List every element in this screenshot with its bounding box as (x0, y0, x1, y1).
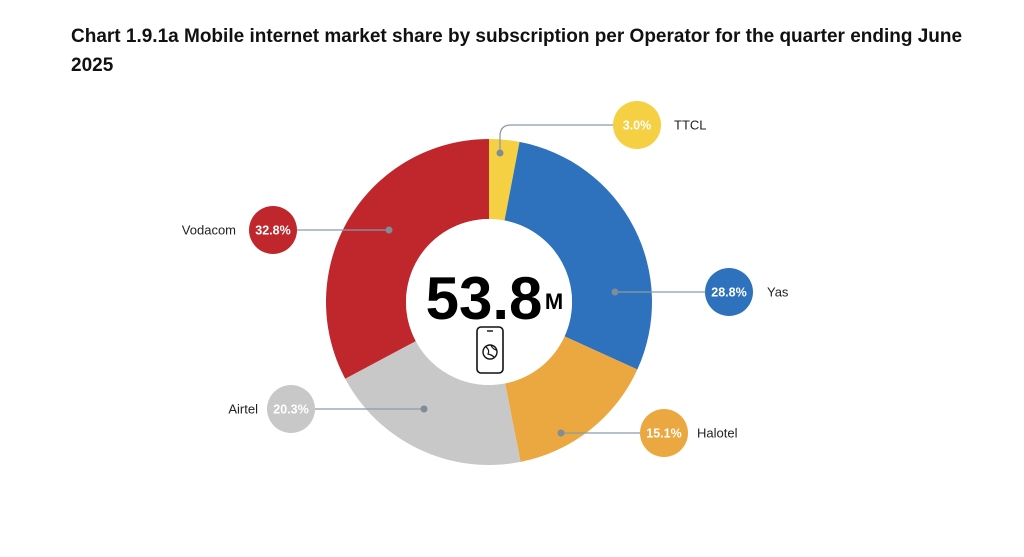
category-label-ttcl: TTCL (674, 118, 707, 133)
leader-line-ttcl (499, 124, 613, 153)
donut-hole (406, 219, 572, 385)
callouts: 3.0% TTCL 28.8% Yas 15.1% Halotel 20.3% Airtel 3… (182, 101, 789, 457)
value-bubble-halotel (640, 409, 688, 457)
center-total-value: 53.8 (426, 265, 543, 332)
leader-dot-airtel (420, 405, 428, 413)
leader-dot-yas (611, 288, 619, 296)
leader-dot-halotel (557, 429, 565, 437)
center-total-unit: M (545, 289, 563, 314)
value-label-halotel: 15.1% (646, 427, 681, 441)
value-label-vodacom: 32.8% (255, 224, 290, 238)
value-label-ttcl: 3.0% (623, 119, 652, 133)
category-label-airtel: Airtel (228, 402, 258, 417)
slice-halotel (505, 336, 638, 462)
leader-lines (297, 124, 705, 437)
category-label-vodacom: Vodacom (182, 223, 236, 238)
slice-ttcl (489, 139, 520, 221)
smartphone-globe-icon (476, 326, 504, 374)
value-bubble-vodacom (249, 206, 297, 254)
slice-vodacom (326, 139, 489, 379)
donut-slices (326, 139, 652, 465)
category-label-halotel: Halotel (697, 426, 738, 441)
slice-yas (504, 141, 652, 370)
value-bubble-ttcl (613, 101, 661, 149)
category-label-yas: Yas (767, 285, 789, 300)
chart-title: Chart 1.9.1a Mobile internet market shar… (71, 26, 963, 76)
value-label-yas: 28.8% (711, 286, 746, 300)
leader-dot-vodacom (385, 226, 393, 234)
value-label-airtel: 20.3% (273, 403, 308, 417)
slice-airtel (345, 341, 521, 465)
value-bubble-airtel (267, 385, 315, 433)
leader-dot-ttcl (496, 149, 504, 157)
value-bubble-yas (705, 268, 753, 316)
